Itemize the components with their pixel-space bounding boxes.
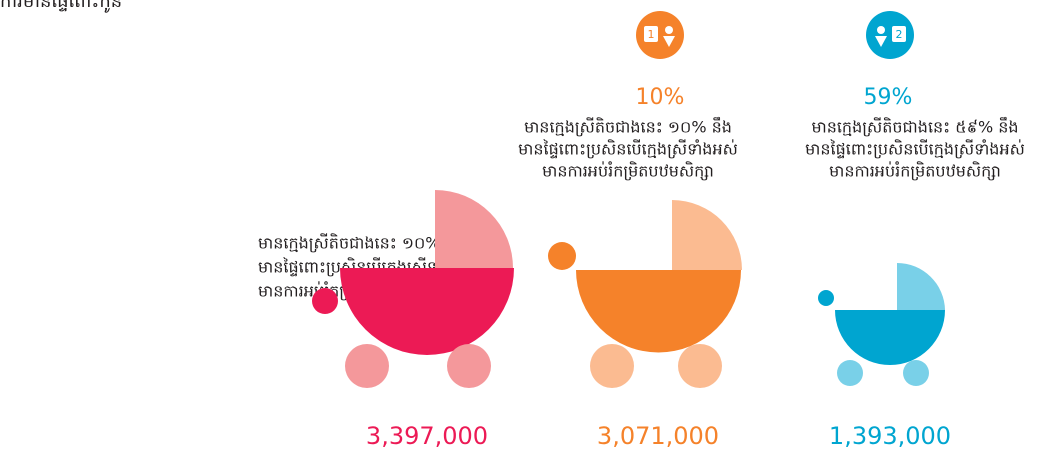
basket [576,270,741,352]
infographic: ការមានផ្ទៃពោះកូន មានក្មេងស្រីតិចជាងនេះ ១… [0,0,1060,450]
stat-line: មានផ្ទៃពោះប្រសិនបើក្មេងស្រីទាំងអស់ [805,139,1025,159]
icon-label: 2 [896,28,903,41]
heading: ការមានផ្ទៃពោះកូន [0,0,122,13]
handle [548,242,576,270]
hood [435,190,513,268]
icon-figure [665,26,673,34]
basket [340,268,514,355]
handle [312,288,338,314]
icon-label: 1 [648,28,655,41]
wheel [590,344,634,388]
hood [672,200,742,270]
stroller [818,263,945,386]
percent: 10% [636,85,685,110]
canvas: ការមានផ្ទៃពោះកូន មានក្មេងស្រីតិចជាងនេះ ១… [0,0,1060,450]
basket [835,310,945,365]
icon [636,11,684,59]
total: 1,393,000 [829,422,951,450]
total: 3,397,000 [366,422,488,450]
percent: 59% [864,85,913,110]
stat-line: មានក្មេងស្រីតិចជាងនេះ ៥៩% នឹង [811,117,1018,137]
icon-figure [877,26,885,34]
stat-line: មានក្មេងស្រីតិចជាងនេះ ១០% នឹង [524,117,732,137]
wheel [837,360,863,386]
wheel [447,344,491,388]
stat: 2 59% មានក្មេងស្រីតិចជាងនេះ ៥៩% នឹង មានផ… [805,11,1025,181]
stroller [548,200,742,388]
stat-line: មានការអប់រំកម្រិតបឋមសិក្សា [829,161,1001,181]
total: 3,071,000 [597,422,719,450]
stat-line: មានការអប់រំកម្រិតបឋមសិក្សា [542,161,714,181]
wheel [678,344,722,388]
handle [818,290,834,306]
note-line: មានក្មេងស្រីតិចជាងនេះ ១០% នឹង [258,233,466,253]
stat-line: មានផ្ទៃពោះប្រសិនបើក្មេងស្រីទាំងអស់ [518,139,738,159]
wheel [903,360,929,386]
icon [866,11,914,59]
stat: 1 10% មានក្មេងស្រីតិចជាងនេះ ១០% នឹង មានផ… [518,11,738,181]
hood [897,263,945,310]
wheel [345,344,389,388]
